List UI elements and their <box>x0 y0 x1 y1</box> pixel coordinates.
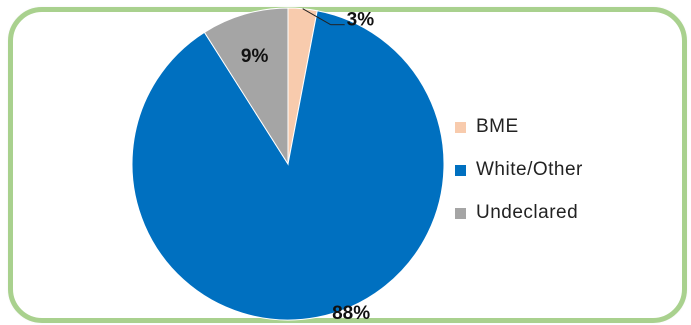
legend-label-white-other: White/Other <box>476 159 583 180</box>
slice-label-undeclared: 9% <box>241 46 269 67</box>
pie-slice-undeclared <box>203 7 289 166</box>
legend-item-bme: BME <box>455 116 583 138</box>
bme-leader-line <box>302 8 331 26</box>
pie-slice-white-other <box>131 10 445 321</box>
legend-label-bme: BME <box>476 116 519 137</box>
legend-label-undeclared: Undeclared <box>476 202 579 223</box>
legend: BME White/Other Undeclared <box>455 116 583 245</box>
slice-label-bme: 3% <box>347 10 375 31</box>
pie-slices <box>131 7 445 321</box>
legend-item-white-other: White/Other <box>455 159 583 181</box>
legend-swatch-white-other <box>455 164 466 176</box>
legend-swatch-undeclared <box>455 207 466 219</box>
legend-item-undeclared: Undeclared <box>455 202 583 224</box>
slice-label-white-other: 88% <box>332 303 370 324</box>
legend-swatch-bme <box>455 121 466 133</box>
